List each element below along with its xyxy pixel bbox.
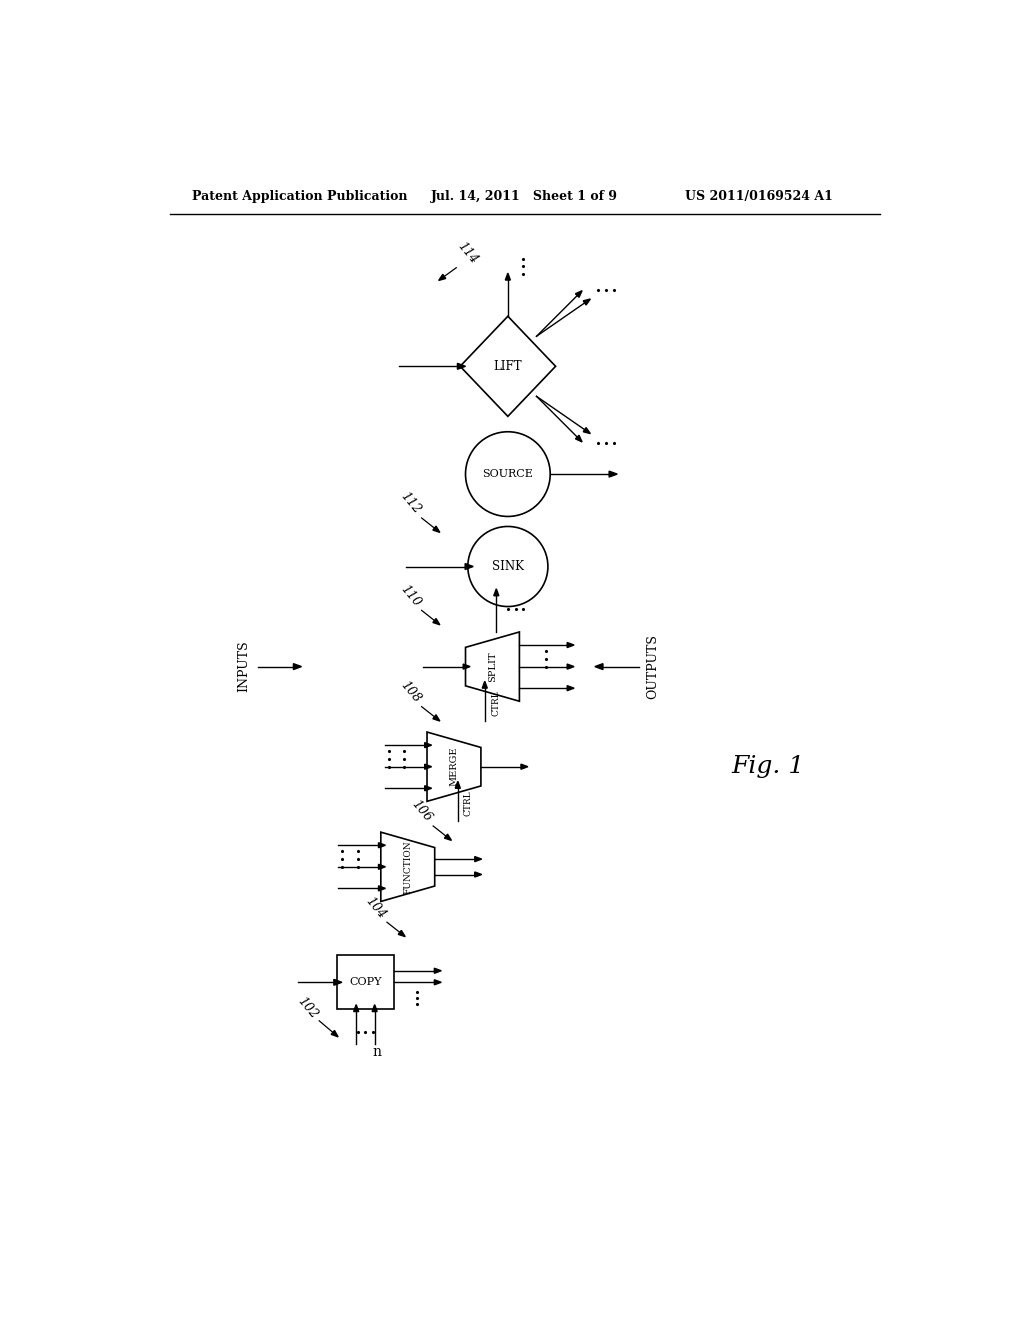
Text: SPLIT: SPLIT (488, 651, 497, 682)
Polygon shape (482, 681, 487, 688)
Polygon shape (434, 968, 441, 973)
Polygon shape (465, 564, 473, 569)
Polygon shape (379, 842, 385, 847)
Polygon shape (584, 300, 591, 305)
Text: n: n (373, 1044, 382, 1059)
Polygon shape (466, 632, 519, 701)
Polygon shape (575, 290, 582, 297)
Polygon shape (458, 363, 466, 370)
Text: COPY: COPY (349, 977, 382, 987)
Polygon shape (444, 834, 452, 841)
Text: INPUTS: INPUTS (237, 640, 250, 693)
Text: 114: 114 (455, 240, 480, 267)
Polygon shape (372, 1005, 377, 1011)
Text: CTRL: CTRL (492, 690, 501, 715)
Polygon shape (353, 1005, 358, 1011)
Text: SINK: SINK (492, 560, 524, 573)
Text: 112: 112 (397, 490, 423, 516)
Polygon shape (567, 664, 574, 669)
Polygon shape (331, 1031, 338, 1038)
Polygon shape (567, 685, 574, 690)
Text: US 2011/0169524 A1: US 2011/0169524 A1 (685, 190, 833, 203)
Polygon shape (475, 857, 481, 862)
Polygon shape (463, 664, 470, 669)
Text: 110: 110 (397, 582, 423, 609)
Circle shape (468, 527, 548, 607)
Text: CTRL: CTRL (463, 791, 472, 816)
Polygon shape (567, 643, 574, 648)
Text: OUTPUTS: OUTPUTS (646, 634, 659, 700)
Circle shape (466, 432, 550, 516)
Text: 102: 102 (295, 994, 321, 1022)
Text: 106: 106 (409, 799, 434, 825)
Polygon shape (456, 781, 461, 788)
Polygon shape (575, 436, 582, 442)
Text: SOURCE: SOURCE (482, 469, 534, 479)
Polygon shape (438, 275, 445, 280)
Polygon shape (609, 471, 617, 477)
Polygon shape (294, 664, 301, 669)
Text: 104: 104 (362, 894, 388, 921)
Polygon shape (433, 619, 440, 624)
Polygon shape (425, 785, 432, 791)
Text: Fig. 1: Fig. 1 (731, 755, 805, 779)
Polygon shape (425, 743, 432, 747)
Polygon shape (584, 428, 591, 433)
Text: FUNCTION: FUNCTION (403, 840, 413, 894)
Polygon shape (505, 273, 510, 280)
Polygon shape (433, 527, 440, 532)
Polygon shape (494, 589, 499, 595)
Polygon shape (475, 873, 481, 876)
Text: MERGE: MERGE (450, 747, 459, 787)
Bar (337, 956, 394, 1010)
Polygon shape (433, 714, 440, 721)
Polygon shape (595, 664, 603, 669)
Text: LIFT: LIFT (494, 360, 522, 372)
Polygon shape (425, 764, 432, 770)
Polygon shape (434, 979, 441, 985)
Polygon shape (398, 931, 406, 937)
Polygon shape (381, 832, 435, 902)
Polygon shape (334, 979, 342, 985)
Text: Jul. 14, 2011   Sheet 1 of 9: Jul. 14, 2011 Sheet 1 of 9 (431, 190, 617, 203)
Polygon shape (427, 733, 481, 801)
Polygon shape (521, 764, 528, 770)
Polygon shape (460, 317, 556, 416)
Polygon shape (379, 865, 385, 870)
Text: Patent Application Publication: Patent Application Publication (193, 190, 408, 203)
Text: 108: 108 (397, 678, 423, 705)
Polygon shape (379, 886, 385, 891)
